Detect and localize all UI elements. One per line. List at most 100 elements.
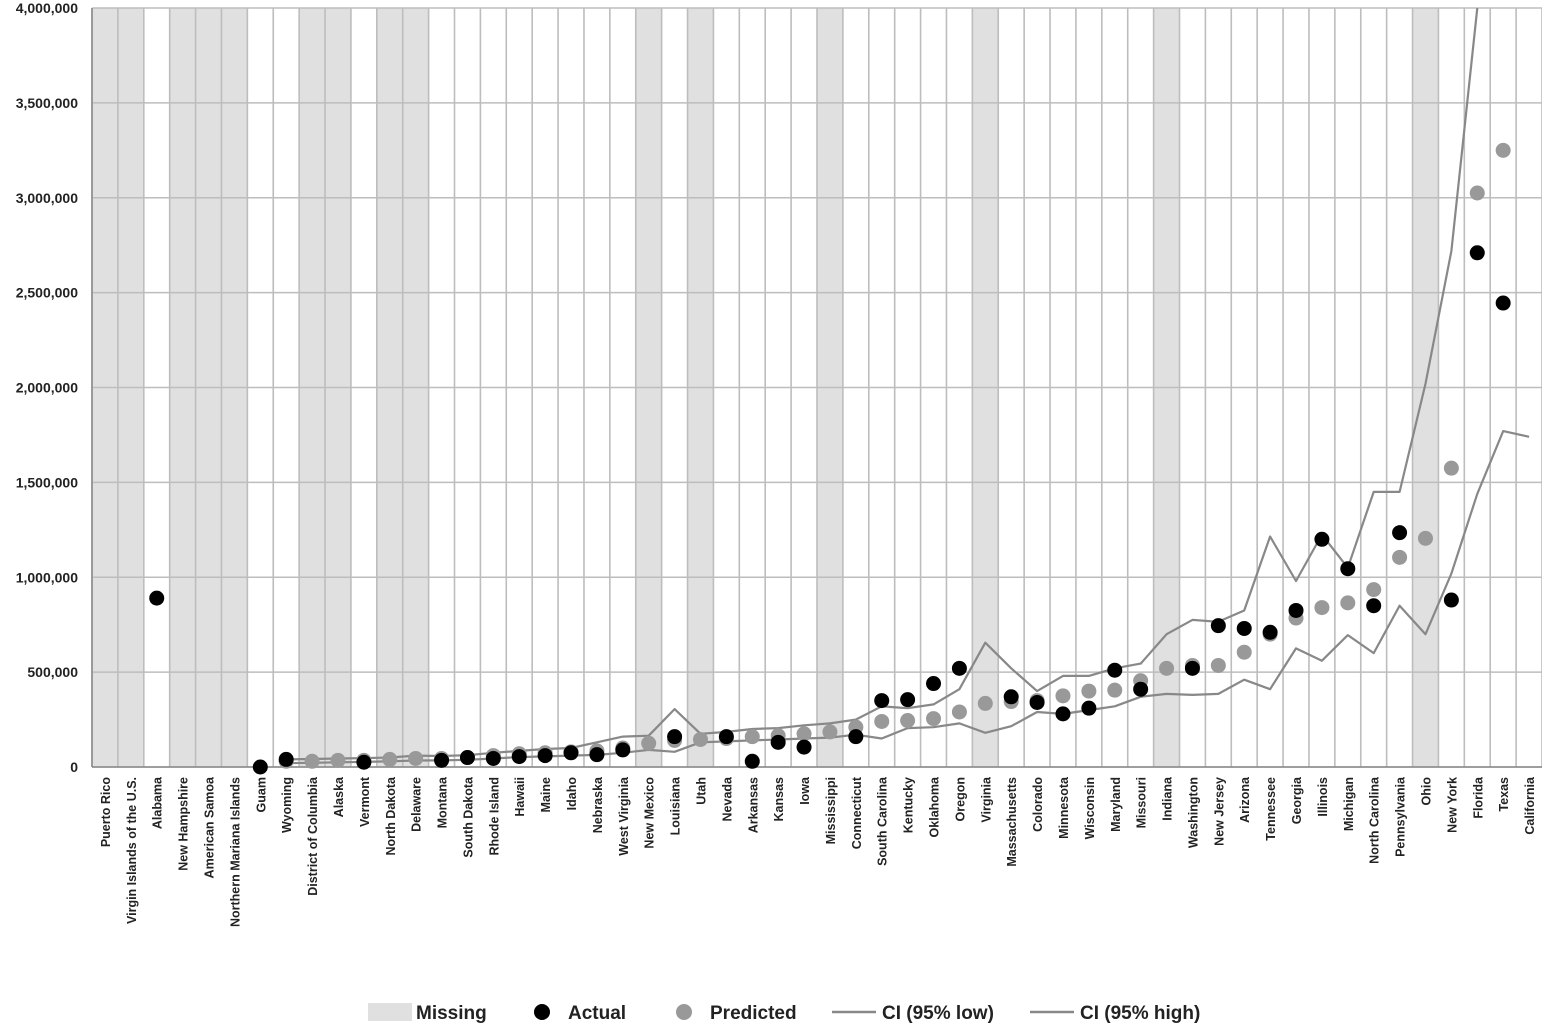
- predicted-point: [304, 753, 320, 769]
- predicted-point: [1469, 185, 1485, 201]
- actual-point: [900, 692, 916, 708]
- actual-point: [252, 759, 268, 775]
- actual-point: [1081, 700, 1097, 716]
- predicted-point: [382, 751, 398, 767]
- x-tick-labels: Puerto Rico Virgin Islands of the U.S. Ala…: [99, 776, 1537, 927]
- x-tick-label: Illinois: [1316, 777, 1330, 817]
- y-tick-label: 3,500,000: [16, 95, 78, 111]
- actual-point: [1443, 592, 1459, 608]
- x-tick-label: Virginia: [979, 776, 993, 823]
- x-tick-label: Maine: [539, 777, 553, 812]
- predicted-point: [1159, 660, 1175, 676]
- x-tick-label: West Virginia: [617, 776, 631, 856]
- legend-label: CI (95% high): [1080, 1003, 1200, 1024]
- predicted-point: [951, 704, 967, 720]
- x-tick-label: Idaho: [565, 777, 579, 811]
- x-tick-label: New Hampshire: [177, 777, 191, 871]
- x-tick-label: Puerto Rico: [99, 777, 113, 848]
- x-tick-label: North Dakota: [384, 776, 398, 856]
- predicted-point: [744, 729, 760, 745]
- predicted-point: [822, 724, 838, 740]
- y-tick-label: 1,500,000: [16, 474, 78, 490]
- legend: Missing Actual Predicted CI (95% low) CI (95…: [368, 1003, 1200, 1024]
- x-tick-label: Tennessee: [1264, 777, 1278, 841]
- actual-point: [667, 729, 683, 745]
- actual-point: [356, 754, 372, 770]
- x-tick-label: Northern Mariana Islands: [228, 777, 242, 927]
- predicted-point: [900, 713, 916, 729]
- actual-point: [434, 752, 450, 768]
- y-tick-labels: 0 500,000 1,000,000 1,500,000 2,000,000 2,500…: [16, 0, 79, 775]
- ci-lines: [286, 7, 1530, 765]
- predicted-point: [1210, 657, 1226, 673]
- y-tick-label: 500,000: [27, 664, 78, 680]
- y-tick-label: 2,500,000: [16, 285, 78, 301]
- x-tick-label: New York: [1445, 777, 1459, 833]
- x-tick-label: California: [1523, 776, 1537, 835]
- x-tick-label: Missouri: [1135, 777, 1149, 828]
- predicted-point: [874, 713, 890, 729]
- predicted-point: [1495, 142, 1511, 158]
- x-tick-label: Vermont: [358, 776, 372, 827]
- x-tick-label: American Samoa: [203, 776, 217, 878]
- x-tick-label: Delaware: [410, 777, 424, 832]
- x-tick-label: Colorado: [1031, 777, 1045, 832]
- actual-point: [796, 739, 812, 755]
- x-tick-label: District of Columbia: [306, 776, 320, 896]
- predicted-point: [330, 752, 346, 768]
- x-tick-label: Louisiana: [669, 776, 683, 835]
- predicted-point: [926, 711, 942, 727]
- x-tick-label: Montana: [436, 776, 450, 828]
- x-tick-label: Guam: [254, 777, 268, 812]
- x-tick-label: South Carolina: [876, 776, 890, 866]
- x-tick-label: Nebraska: [591, 776, 605, 833]
- y-tick-label: 2,000,000: [16, 380, 78, 396]
- actual-point: [951, 660, 967, 676]
- actual-point: [1236, 620, 1252, 636]
- x-tick-label: Arizona: [1238, 776, 1252, 823]
- x-tick-label: Minnesota: [1057, 776, 1071, 839]
- x-tick-label: Oregon: [953, 777, 967, 821]
- data-points: [149, 142, 1511, 775]
- x-tick-label: Wyoming: [280, 777, 294, 833]
- actual-point: [1366, 598, 1382, 614]
- actual-point: [770, 734, 786, 750]
- x-tick-label: Wisconsin: [1083, 777, 1097, 839]
- x-tick-label: Oklahoma: [928, 776, 942, 837]
- x-tick-label: Ohio: [1419, 777, 1433, 806]
- predicted-point: [1081, 683, 1097, 699]
- x-tick-label: Iowa: [798, 776, 812, 805]
- x-tick-label: Rhode Island: [487, 777, 501, 855]
- x-tick-label: Mississippi: [824, 777, 838, 844]
- x-tick-label: Washington: [1186, 777, 1200, 848]
- x-tick-label: Maryland: [1109, 777, 1123, 832]
- y-tick-label: 4,000,000: [16, 0, 78, 16]
- actual-point: [1495, 295, 1511, 311]
- actual-point: [1469, 245, 1485, 261]
- legend-swatch-marker: [676, 1004, 692, 1020]
- x-tick-label: Indiana: [1161, 776, 1175, 821]
- predicted-point: [408, 750, 424, 766]
- x-tick-label: Hawaii: [513, 777, 527, 817]
- predicted-point: [1417, 530, 1433, 546]
- actual-point: [537, 748, 553, 764]
- actual-point: [744, 753, 760, 769]
- actual-point: [1210, 618, 1226, 634]
- predicted-point: [1366, 582, 1382, 598]
- actual-point: [149, 590, 165, 606]
- x-tick-label: Virgin Islands of the U.S.: [125, 777, 139, 924]
- y-tick-label: 3,000,000: [16, 190, 78, 206]
- x-tick-label: Texas: [1497, 777, 1511, 812]
- x-tick-label: Alabama: [151, 776, 165, 829]
- legend-label: Missing: [416, 1003, 487, 1024]
- actual-point: [563, 745, 579, 761]
- predicted-point: [1314, 600, 1330, 616]
- x-tick-label: Massachusetts: [1005, 777, 1019, 867]
- actual-point: [718, 729, 734, 745]
- actual-point: [926, 676, 942, 692]
- x-tick-label: Utah: [694, 777, 708, 805]
- predicted-point: [1340, 595, 1356, 611]
- actual-point: [1262, 624, 1278, 640]
- actual-point: [589, 747, 605, 763]
